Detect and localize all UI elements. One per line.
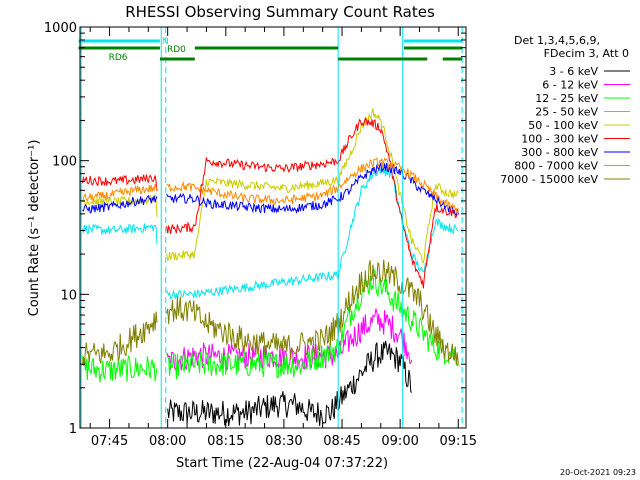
legend-label-3: 12 - 25 keV	[535, 92, 598, 105]
chart-axes: 1 10 100 1000 07:45 08:00 08:15 08:30 08:45 09:00…	[44, 21, 477, 449]
y-tick-label-10: 10	[60, 288, 77, 303]
series-line-1	[167, 340, 413, 427]
y-axis-label: Count Rate (s⁻¹ detector⁻¹)	[27, 140, 42, 317]
legend-label-9: 7000 - 15000 keV	[500, 173, 598, 186]
series-line-9	[82, 259, 459, 366]
x-tick-label-0800: 08:00	[149, 434, 186, 449]
series-line-5	[82, 108, 459, 264]
series-line-6	[82, 116, 459, 289]
generation-timestamp: 20-Oct-2021 09:23	[560, 468, 636, 477]
x-tick-label-0900: 09:00	[381, 434, 418, 449]
flag-label-n: N	[162, 37, 169, 47]
x-tick-label-0815: 08:15	[207, 434, 244, 449]
chart-data-layer	[80, 27, 463, 428]
series-line-4	[82, 165, 459, 300]
x-tick-label-0745: 07:45	[91, 434, 128, 449]
series-line-8	[82, 157, 459, 215]
legend-header-line-2: FDecim 3, Att 0	[544, 47, 629, 60]
legend-label-8: 800 - 7000 keV	[514, 160, 598, 173]
legend-label-1: 3 - 6 keV	[549, 65, 598, 78]
flag-label-rd0: RD0	[167, 45, 186, 55]
y-tick-label-1: 1	[69, 422, 77, 437]
x-tick-label-0845: 08:45	[323, 434, 360, 449]
legend-label-7: 300 - 800 keV	[521, 146, 598, 159]
y-tick-label-100: 100	[52, 155, 77, 170]
x-tick-label-0915: 09:15	[440, 434, 477, 449]
x-axis-label: Start Time (22-Aug-04 07:37:22)	[176, 456, 388, 471]
legend-label-2: 6 - 12 keV	[542, 79, 598, 92]
x-tick-label-0830: 08:30	[265, 434, 302, 449]
legend-header-line-1: Det 1,3,4,5,6,9,	[514, 34, 600, 47]
y-tick-label-1000: 1000	[44, 21, 77, 36]
legend-label-4: 25 - 50 keV	[535, 106, 598, 119]
legend-label-5: 50 - 100 keV	[528, 119, 598, 132]
series-line-3	[82, 269, 459, 383]
plot-frame	[79, 26, 467, 429]
flag-label-rd6: RD6	[109, 53, 128, 63]
legend-label-6: 100 - 300 keV	[521, 133, 598, 146]
chart-title: RHESSI Observing Summary Count Rates	[125, 3, 435, 21]
